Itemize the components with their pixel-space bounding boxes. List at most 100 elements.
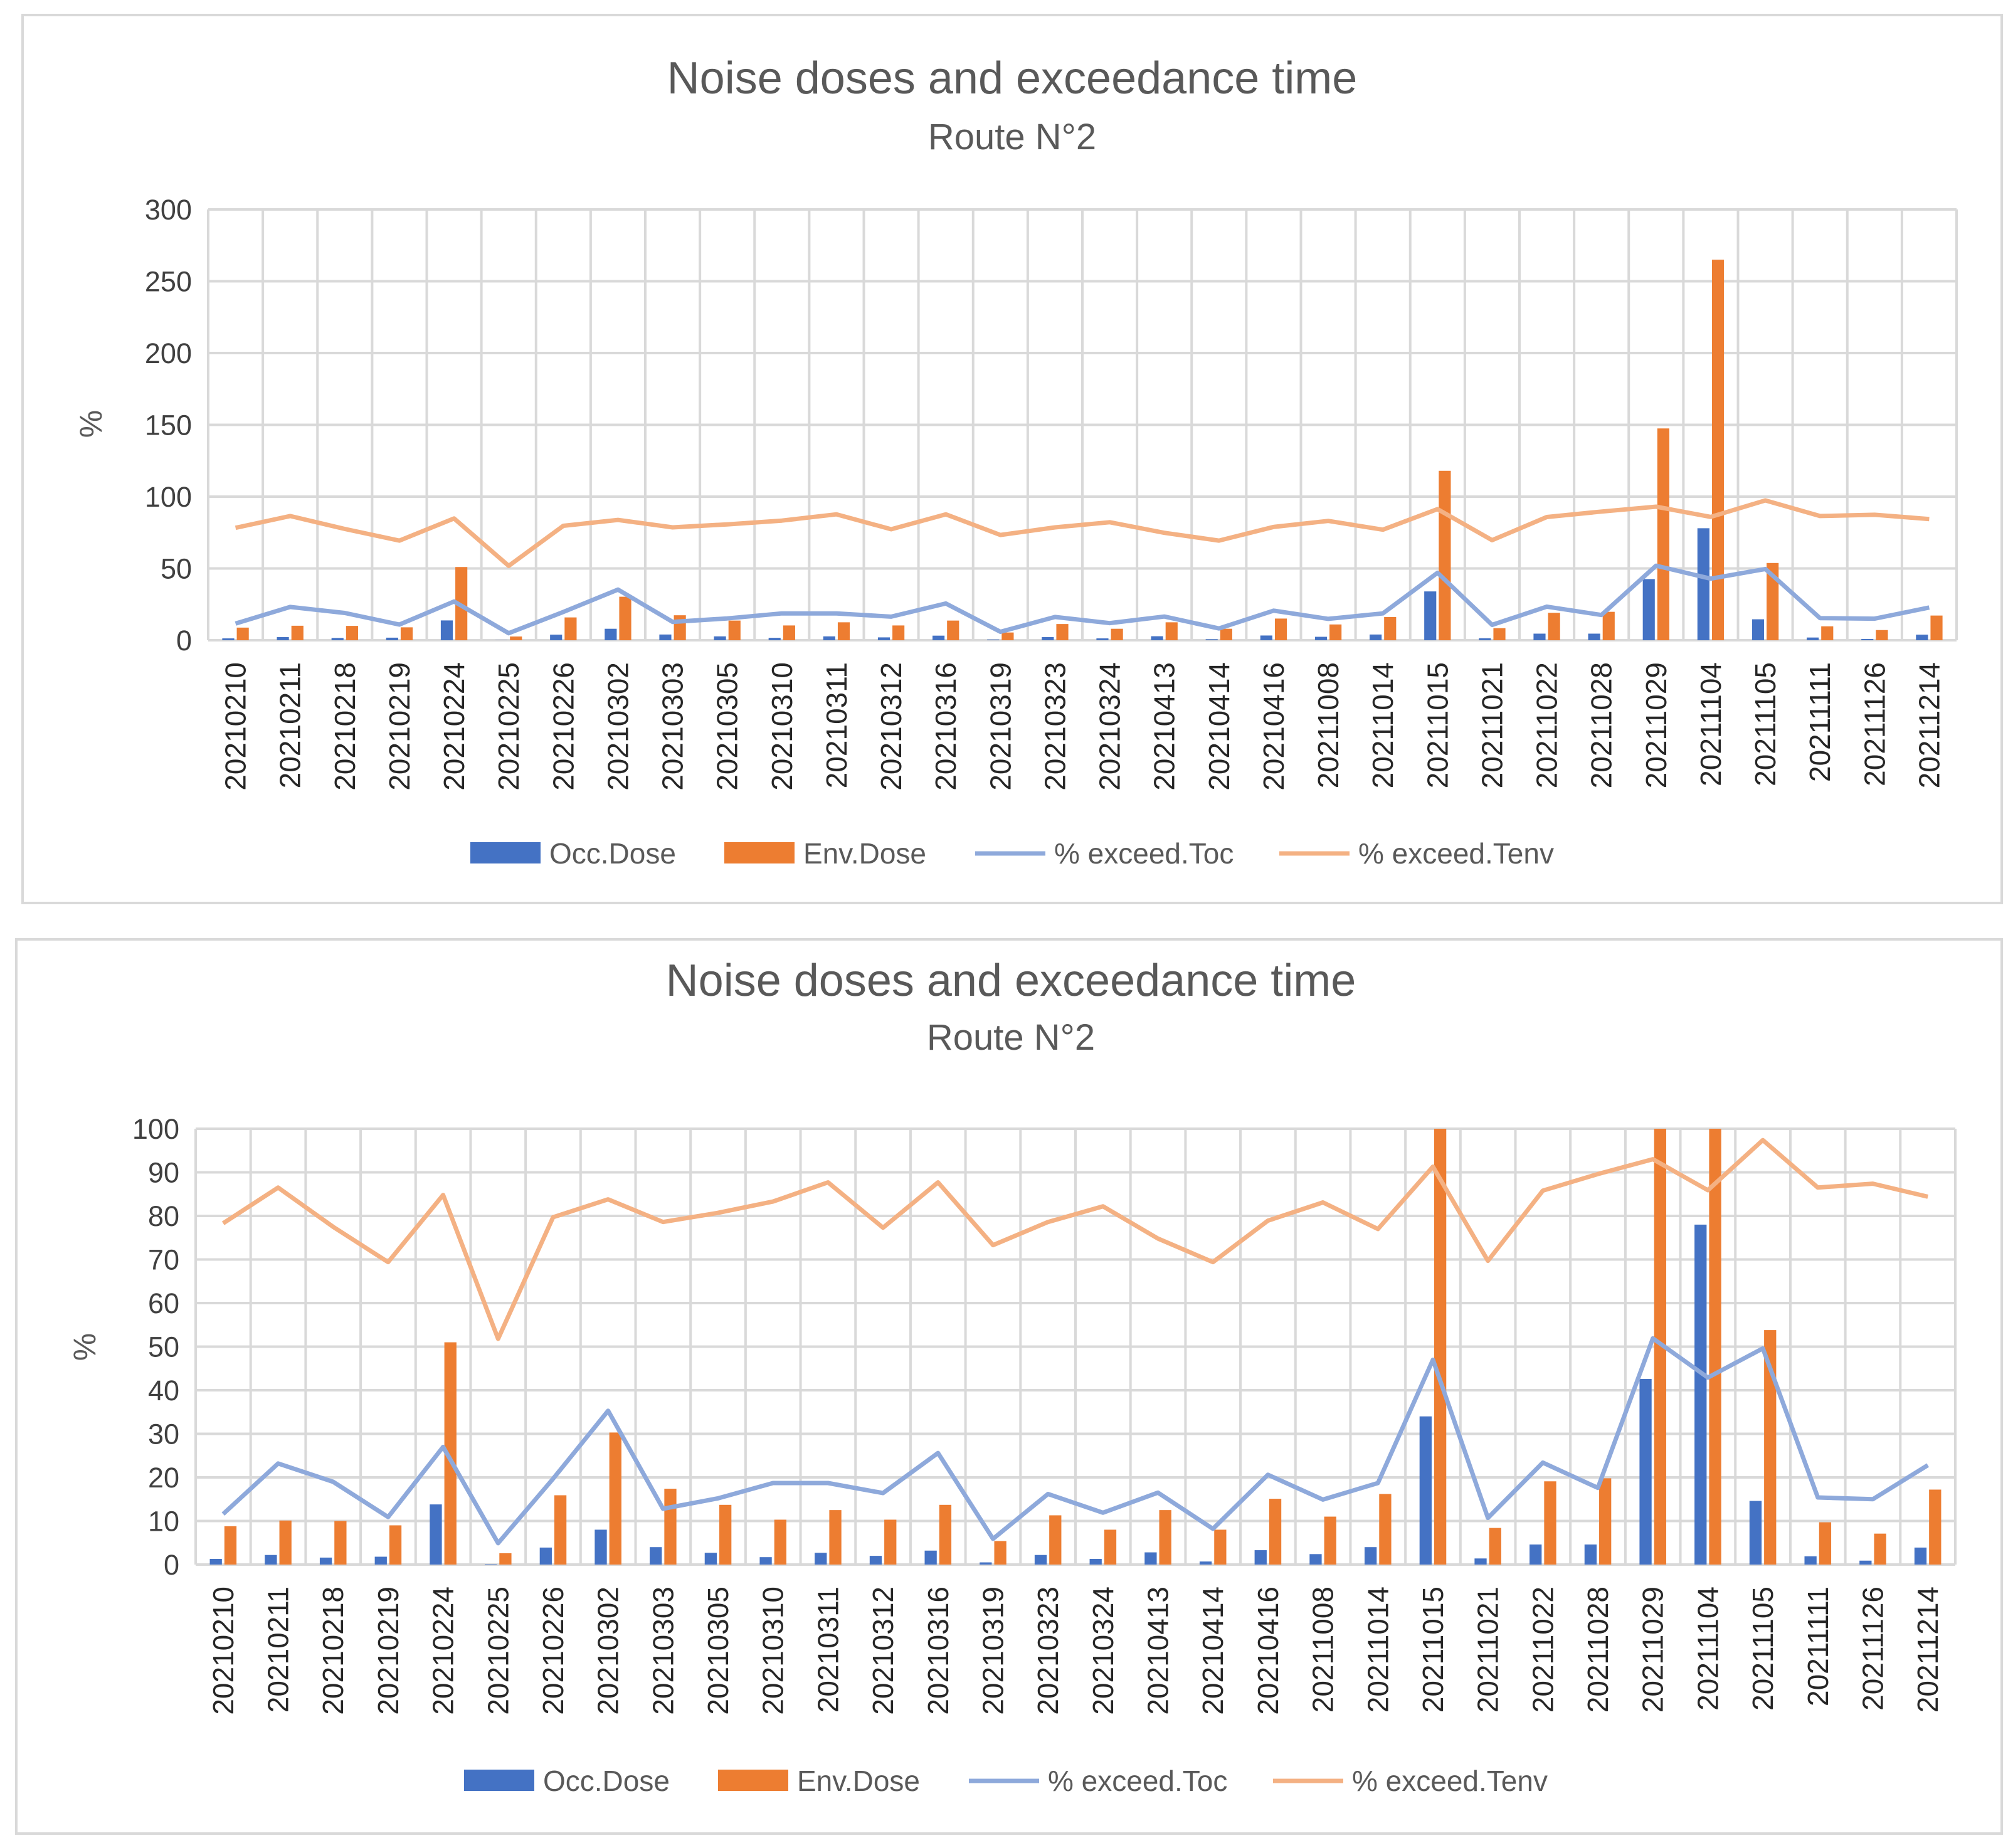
bar-env-dose — [947, 620, 959, 640]
bar-env-dose — [1876, 630, 1888, 640]
x-tick-label: 20211028 — [1582, 1587, 1614, 1713]
y-axis-label: % — [67, 1333, 102, 1361]
bar-occ-dose — [759, 1557, 772, 1565]
bar-occ-dose — [277, 636, 289, 640]
bar-env-dose — [389, 1525, 402, 1565]
x-tick-label: 20210224 — [427, 1587, 460, 1715]
x-tick-label: 20211126 — [1856, 1587, 1889, 1711]
legend-label: Env.Dose — [803, 837, 926, 870]
bar-env-dose — [892, 625, 905, 640]
bar-occ-dose — [924, 1550, 937, 1565]
chart-subtitle: Route N°2 — [927, 1017, 1095, 1058]
y-axis-label: % — [73, 410, 108, 438]
bar-occ-dose — [1584, 1544, 1597, 1565]
bar-occ-dose — [815, 1553, 827, 1565]
bar-occ-dose — [1804, 1556, 1817, 1565]
x-tick-label: 20211029 — [1640, 662, 1672, 788]
y-tick-label: 0 — [164, 1549, 179, 1581]
bar-occ-dose — [594, 1529, 607, 1565]
x-tick-label: 20210310 — [757, 1587, 790, 1715]
x-tick-label: 20210226 — [537, 1587, 569, 1715]
bar-occ-dose — [550, 635, 563, 640]
bar-env-dose — [837, 622, 850, 640]
bar-env-dose — [279, 1520, 292, 1565]
x-tick-label: 20211104 — [1694, 662, 1727, 786]
y-tick-label: 300 — [145, 194, 192, 226]
x-tick-label: 20210316 — [922, 1587, 954, 1715]
chart-title: Noise doses and exceedance time — [666, 956, 1356, 1006]
x-tick-label: 20210310 — [766, 662, 798, 791]
bar-env-dose — [1821, 626, 1834, 640]
y-tick-label: 10 — [148, 1506, 179, 1538]
bar-occ-dose — [1861, 638, 1874, 640]
bar-occ-dose — [659, 634, 672, 640]
bar-occ-dose — [386, 637, 398, 640]
x-tick-label: 20211105 — [1749, 662, 1782, 786]
bar-env-dose — [1220, 628, 1232, 640]
x-tick-label: 20210219 — [372, 1587, 404, 1715]
x-tick-label: 20211014 — [1366, 662, 1399, 788]
bar-occ-dose — [877, 637, 890, 640]
bar-occ-dose — [1096, 638, 1109, 640]
bar-occ-dose — [1474, 1558, 1487, 1565]
x-tick-label: 20211015 — [1417, 1587, 1449, 1713]
x-tick-label: 20211022 — [1531, 662, 1563, 788]
x-tick-label: 20210303 — [657, 662, 689, 791]
x-tick-label: 20210319 — [976, 1587, 1009, 1715]
bar-occ-dose — [1533, 633, 1546, 640]
plot-area: 0 10 20 30 40 50 60 70 80 90 100 20210210 20210211 20… — [132, 1113, 1957, 1715]
bar-env-dose — [1049, 1515, 1062, 1565]
bar-occ-dose — [1364, 1547, 1377, 1565]
bar-occ-dose — [704, 1553, 717, 1565]
bar-occ-dose — [319, 1557, 332, 1565]
bar-env-dose — [728, 620, 741, 640]
bar-env-dose — [884, 1519, 897, 1565]
x-tick-label: 20211104 — [1691, 1587, 1724, 1711]
bar-occ-dose — [1807, 637, 1819, 640]
bar-occ-dose — [1751, 619, 1765, 640]
bar-occ-dose — [1588, 633, 1600, 640]
y-tick-label: 150 — [145, 409, 192, 441]
bar-env-dose — [664, 1489, 677, 1565]
y-tick-label: 100 — [145, 481, 192, 513]
bar-occ-dose — [1914, 1547, 1927, 1565]
y-tick-label: 80 — [148, 1200, 179, 1232]
x-tick-label: 20211008 — [1307, 1587, 1339, 1713]
bar-env-dose — [994, 1541, 1006, 1565]
legend-label: Env.Dose — [797, 1765, 920, 1797]
x-tick-label: 20210219 — [383, 662, 416, 791]
x-tick-label: 20210414 — [1203, 662, 1235, 791]
bar-occ-dose — [980, 1562, 992, 1565]
chart-svg-bottom: Noise doses and exceedance time Route N°… — [67, 956, 1957, 1797]
y-tick-label: 90 — [148, 1157, 179, 1189]
y-tick-label: 50 — [161, 553, 192, 585]
bar-occ-dose — [714, 636, 726, 640]
bar-env-dose — [1819, 1522, 1832, 1565]
bar-occ-dose — [209, 1558, 222, 1565]
bar-env-dose — [564, 617, 577, 640]
bar-env-dose — [1654, 1129, 1667, 1565]
bar-env-dose — [1711, 260, 1725, 640]
bar-occ-dose — [823, 636, 835, 640]
bar-occ-dose — [1042, 636, 1054, 640]
x-tick-label: 20211214 — [1913, 662, 1945, 788]
bar-env-dose — [609, 1432, 621, 1565]
bar-occ-dose — [1749, 1501, 1762, 1565]
chart-title: Noise doses and exceedance time — [667, 53, 1358, 103]
bar-env-dose — [499, 1553, 512, 1565]
bar-occ-dose — [1694, 1224, 1707, 1565]
bar-occ-dose — [1254, 1550, 1267, 1565]
line--exceed-toc — [221, 1336, 1930, 1546]
bar-env-dose — [1493, 628, 1506, 640]
bar-env-dose — [829, 1510, 842, 1565]
bar-env-dose — [1544, 1481, 1556, 1565]
bar-env-dose — [1111, 628, 1123, 640]
x-tick-label: 20210414 — [1197, 1587, 1229, 1715]
x-tick-label: 20210323 — [1032, 1587, 1064, 1715]
y-tick-label: 50 — [148, 1331, 179, 1363]
bar-env-dose — [1767, 562, 1779, 640]
legend: Occ.Dose Env.Dose % exceed.Toc % exceed.Ten… — [464, 1765, 1548, 1797]
bar-env-dose — [400, 627, 413, 640]
chart-panel-top: Noise doses and exceedance time Route N°… — [21, 14, 2003, 904]
chart-panel-bottom: Noise doses and exceedance time Route N°… — [15, 938, 2003, 1835]
